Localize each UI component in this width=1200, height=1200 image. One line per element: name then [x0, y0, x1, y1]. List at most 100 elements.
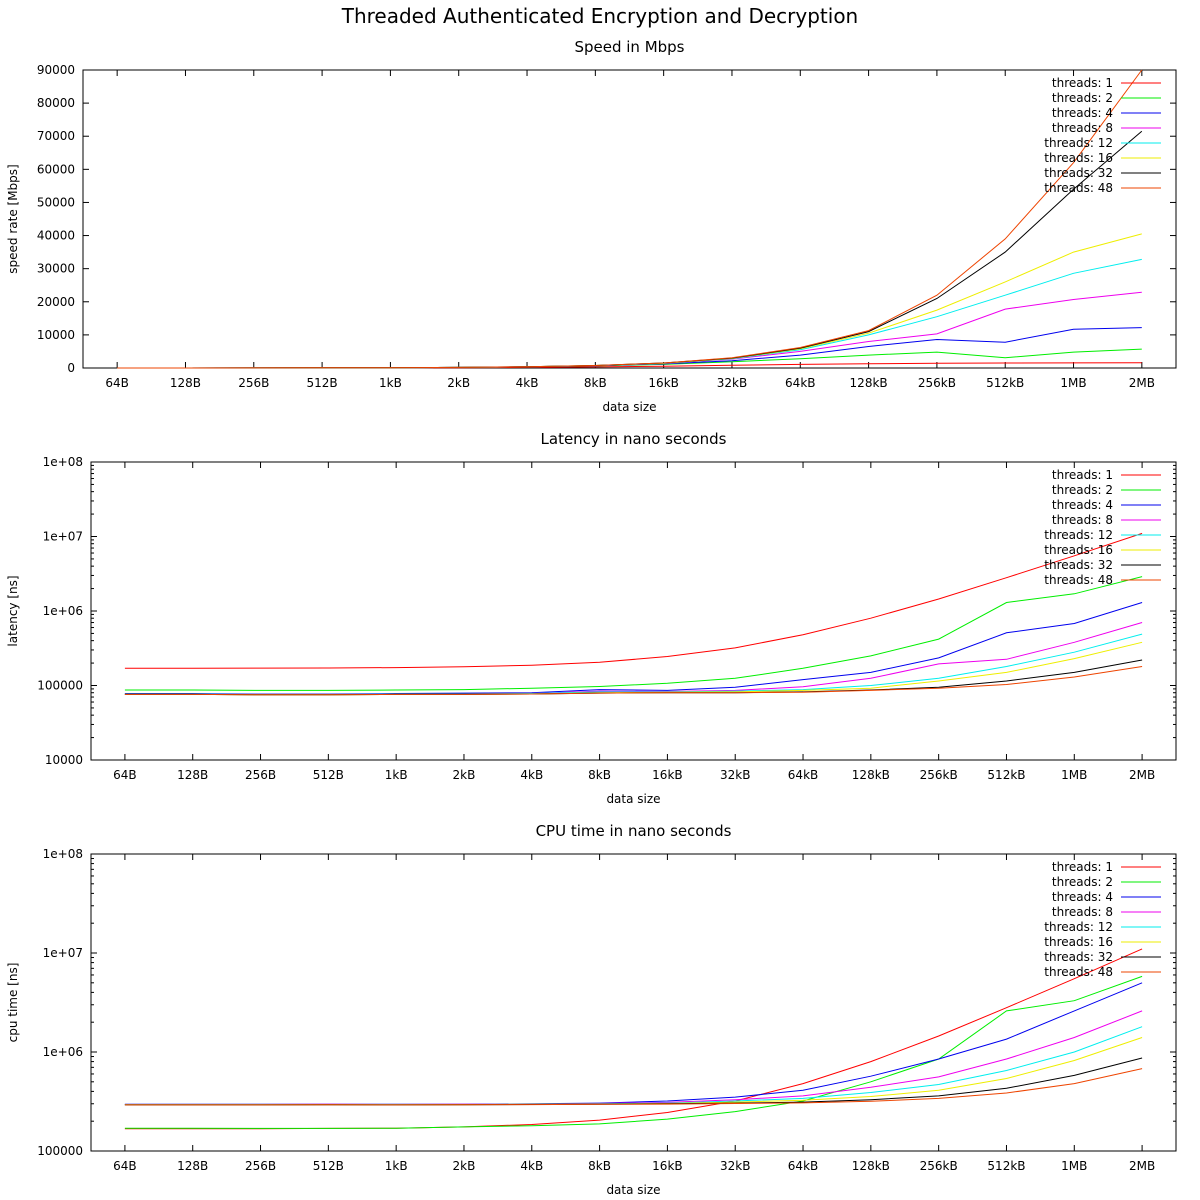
y-tick-label: 30000: [37, 262, 75, 276]
x-tick-label: 128kB: [852, 768, 890, 782]
x-tick-label: 16kB: [652, 1159, 682, 1173]
x-tick-label: 256kB: [920, 768, 958, 782]
legend-label: threads: 48: [1044, 573, 1113, 587]
legend-label: threads: 32: [1044, 166, 1113, 180]
x-tick-label: 1MB: [1061, 768, 1087, 782]
y-tick-label: 100000: [37, 1144, 83, 1158]
legend-label: threads: 32: [1044, 950, 1113, 964]
x-tick-label: 256kB: [920, 1159, 958, 1173]
y-tick-label: 60000: [37, 162, 75, 176]
x-tick-label: 2kB: [447, 376, 470, 390]
series-line: [124, 622, 1143, 695]
y-tick-label: 1e+07: [43, 530, 83, 544]
x-tick-label: 64B: [113, 1159, 137, 1173]
series-line: [117, 258, 1142, 369]
y-axis-label: cpu time [ns]: [6, 963, 20, 1043]
x-tick-label: 32kB: [717, 376, 747, 390]
chart-speed: Speed in Mbps 0 10000 20000 30000 40000 50000 6…: [6, 38, 1177, 414]
x-axis-label: data size: [606, 792, 660, 806]
legend-label: threads: 2: [1052, 875, 1113, 889]
x-tick-label: 512B: [307, 376, 338, 390]
chart-latency: Latency in nano seconds 10000 100000 1e+06 1…: [6, 430, 1177, 806]
legend-label: threads: 8: [1052, 121, 1113, 135]
x-tick-label: 4kB: [520, 768, 543, 782]
x-tick-label: 2MB: [1129, 376, 1155, 390]
legend-label: threads: 2: [1052, 483, 1113, 497]
x-tick-label: 4kB: [520, 1159, 543, 1173]
x-tick-label: 64B: [105, 376, 129, 390]
x-tick-label: 128B: [170, 376, 201, 390]
x-tick-label: 512kB: [986, 376, 1024, 390]
x-tick-label: 512kB: [987, 1159, 1025, 1173]
y-tick-label: 40000: [37, 229, 75, 243]
x-tick-label: 512kB: [987, 768, 1025, 782]
x-tick-label: 256B: [245, 1159, 276, 1173]
plot-frame: [90, 461, 1177, 761]
chart-cpu-time: CPU time in nano seconds 100000 1e+06 1e+07…: [6, 822, 1177, 1197]
y-tick-label: 10000: [45, 753, 83, 767]
y-tick-label: 90000: [37, 63, 75, 77]
chart-title: CPU time in nano seconds: [536, 822, 732, 840]
x-tick-label: 64kB: [788, 768, 818, 782]
legend-label: threads: 12: [1044, 920, 1113, 934]
x-tick-label: 8kB: [588, 1159, 611, 1173]
plot-frame: [90, 853, 1177, 1152]
legend-label: threads: 4: [1052, 890, 1113, 904]
x-tick-label: 16kB: [648, 376, 678, 390]
chart-title: Latency in nano seconds: [541, 430, 727, 448]
x-tick-label: 1MB: [1061, 1159, 1087, 1173]
x-tick-label: 128B: [177, 768, 208, 782]
x-tick-label: 1kB: [379, 376, 402, 390]
x-tick-label: 2MB: [1129, 768, 1155, 782]
legend-label: threads: 8: [1052, 905, 1113, 919]
plot-frame: [82, 69, 1177, 369]
x-axis-label: data size: [606, 1183, 660, 1197]
x-tick-label: 256B: [238, 376, 269, 390]
x-axis-label: data size: [602, 400, 656, 414]
series-line: [124, 975, 1143, 1129]
x-tick-label: 2kB: [453, 768, 476, 782]
y-tick-label: 70000: [37, 129, 75, 143]
y-axis-label: latency [ns]: [6, 575, 20, 646]
series-line: [124, 1026, 1143, 1106]
series-line: [124, 602, 1143, 695]
x-tick-label: 256kB: [918, 376, 956, 390]
series-line: [117, 130, 1143, 369]
y-tick-label: 1e+07: [43, 946, 83, 960]
legend-label: threads: 16: [1044, 151, 1113, 165]
x-tick-label: 512B: [313, 768, 344, 782]
x-tick-label: 64B: [113, 768, 137, 782]
y-tick-label: 100000: [37, 679, 83, 693]
x-tick-label: 32kB: [720, 768, 750, 782]
x-tick-label: 128kB: [850, 376, 888, 390]
y-axis-label: speed rate [Mbps]: [6, 164, 20, 273]
figure-title: Threaded Authenticated Encryption and De…: [341, 4, 859, 28]
y-tick-label: 1e+06: [43, 1045, 83, 1059]
series-line: [124, 666, 1143, 696]
x-tick-label: 4kB: [516, 376, 539, 390]
legend-label: threads: 16: [1044, 543, 1113, 557]
chart-title: Speed in Mbps: [574, 38, 684, 56]
x-tick-label: 1MB: [1060, 376, 1086, 390]
x-tick-label: 512B: [313, 1159, 344, 1173]
x-tick-label: 1kB: [385, 1159, 408, 1173]
legend-label: threads: 4: [1052, 498, 1113, 512]
x-tick-label: 8kB: [584, 376, 607, 390]
x-tick-label: 64kB: [785, 376, 815, 390]
y-tick-label: 1e+06: [43, 604, 83, 618]
series-line: [124, 576, 1143, 691]
series-line: [124, 1068, 1143, 1106]
legend-label: threads: 16: [1044, 935, 1113, 949]
legend-label: threads: 12: [1044, 136, 1113, 150]
x-tick-label: 2kB: [453, 1159, 476, 1173]
series-line: [117, 327, 1142, 369]
y-tick-label: 80000: [37, 96, 75, 110]
legend-label: threads: 32: [1044, 558, 1113, 572]
y-tick-label: 1e+08: [43, 455, 83, 469]
x-tick-label: 1kB: [385, 768, 408, 782]
legend-label: threads: 8: [1052, 513, 1113, 527]
legend-label: threads: 1: [1052, 76, 1113, 90]
x-tick-label: 256B: [245, 768, 276, 782]
y-tick-label: 20000: [37, 295, 75, 309]
